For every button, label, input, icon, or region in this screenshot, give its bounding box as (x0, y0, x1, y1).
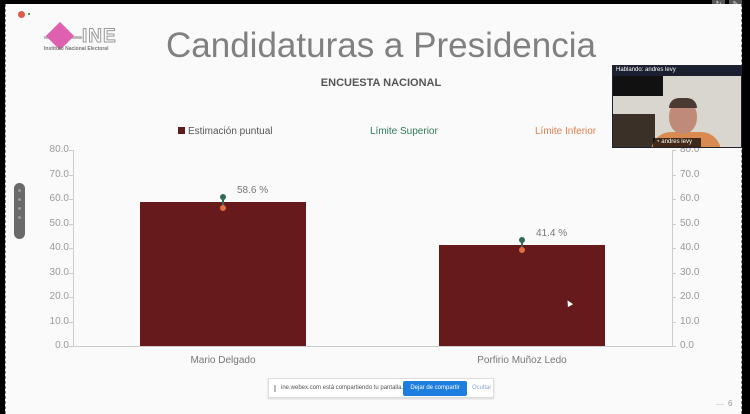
tick-mark (672, 346, 676, 347)
legend-square-icon (178, 127, 185, 134)
tick-mark (69, 272, 73, 274)
legend-upper: Límite Superior (370, 126, 438, 137)
video-shelf (613, 114, 655, 147)
left-y-axis (73, 150, 74, 346)
y-tick-right: 80.0 (680, 144, 700, 155)
participant-name: ◔ andres levy (653, 138, 701, 147)
ine-logo: INE Instituto Nacional Electoral (44, 21, 134, 54)
chart-title: ENCUESTA NACIONAL (320, 77, 442, 89)
bar-1 (439, 244, 605, 346)
speaking-label: Hablando: andres levy (613, 66, 741, 76)
hide-link[interactable]: Ocultar (472, 385, 492, 391)
tick-mark (69, 321, 73, 323)
error-bar (521, 239, 523, 250)
logo-subtext: Instituto Nacional Electoral (44, 46, 109, 52)
recording-icon (18, 11, 25, 18)
tick-mark (672, 150, 676, 151)
y-tick-left: 30.0 (49, 266, 69, 278)
arrow-down-icon[interactable] (18, 198, 21, 201)
category-label: Porfirio Muñoz Ledo (477, 355, 567, 366)
y-tick-left: 60.0 (49, 193, 69, 204)
tick-mark (672, 174, 676, 176)
slide-title: Candidaturas a Presidencia (166, 26, 596, 65)
y-tick-right: 0.0 (680, 340, 694, 351)
tick-mark (69, 248, 73, 249)
data-label: 41.4 % (536, 227, 568, 239)
tick-mark (672, 223, 676, 225)
legend-lower: Límite Inferior (535, 126, 597, 137)
video-thumbnail[interactable]: Hablando: andres levy ◔ andres levy (612, 65, 742, 148)
tick-mark (672, 272, 676, 274)
tick-mark (69, 150, 73, 151)
y-tick-right: 10.0 (680, 315, 700, 327)
y-tick-left: 40.0 (49, 242, 69, 253)
tick-mark (69, 346, 73, 347)
y-tick-left: 50.0 (49, 217, 69, 229)
upper-limit-marker (519, 236, 525, 243)
bar-0 (140, 202, 306, 346)
y-tick-left: 80.0 (49, 144, 69, 155)
tick-mark (672, 248, 676, 249)
y-tick-left: 0.0 (55, 340, 69, 351)
video-person-hair (669, 98, 697, 108)
zoom-out-icon[interactable] (18, 216, 21, 219)
tick-mark (69, 199, 73, 200)
drag-handle-icon[interactable] (274, 385, 276, 392)
upper-limit-marker (220, 194, 226, 201)
zoom-controls[interactable] (14, 183, 25, 239)
share-message: ine.webex.com está compartiendo tu panta… (281, 385, 404, 391)
legend-estimate: Estimación puntual (178, 126, 273, 137)
y-tick-right: 20.0 (680, 291, 700, 302)
y-tick-right: 40.0 (680, 242, 700, 253)
arrow-up-icon[interactable] (18, 189, 21, 192)
tick-mark (69, 297, 73, 298)
legend-estimate-label: Estimación puntual (188, 126, 273, 137)
y-tick-right: 30.0 (680, 266, 700, 278)
lower-limit-marker (220, 204, 226, 211)
top-bar (0, 0, 750, 4)
presentation-slide: INE Instituto Nacional Electoral Candida… (5, 4, 742, 414)
tick-mark (672, 321, 676, 323)
x-axis (73, 346, 672, 347)
lower-limit-marker (519, 246, 525, 253)
tick-mark (69, 174, 73, 176)
y-tick-right: 50.0 (680, 217, 700, 229)
y-tick-left: 70.0 (49, 168, 69, 180)
data-label: 58.6 % (237, 185, 269, 197)
tick-mark (69, 223, 73, 225)
zoom-in-icon[interactable] (18, 207, 21, 210)
mic-icon: ◔ (656, 139, 662, 145)
category-label: Mario Delgado (190, 355, 256, 366)
logo-text: INE (82, 26, 117, 48)
error-bar (222, 197, 224, 208)
y-tick-left: 20.0 (49, 291, 69, 302)
page-divider (716, 404, 724, 405)
y-tick-right: 60.0 (680, 193, 700, 204)
y-tick-left: 10.0 (49, 315, 69, 327)
y-tick-right: 70.0 (680, 168, 700, 180)
tick-mark (672, 297, 676, 298)
status-dot-icon (28, 13, 30, 15)
stop-sharing-button[interactable]: Dejar de compartir (403, 381, 467, 396)
tick-mark (672, 199, 676, 200)
page-number: 6 (728, 399, 733, 408)
screen-share-notification: ine.webex.com está compartiendo tu panta… (268, 378, 494, 398)
video-background (613, 76, 663, 96)
